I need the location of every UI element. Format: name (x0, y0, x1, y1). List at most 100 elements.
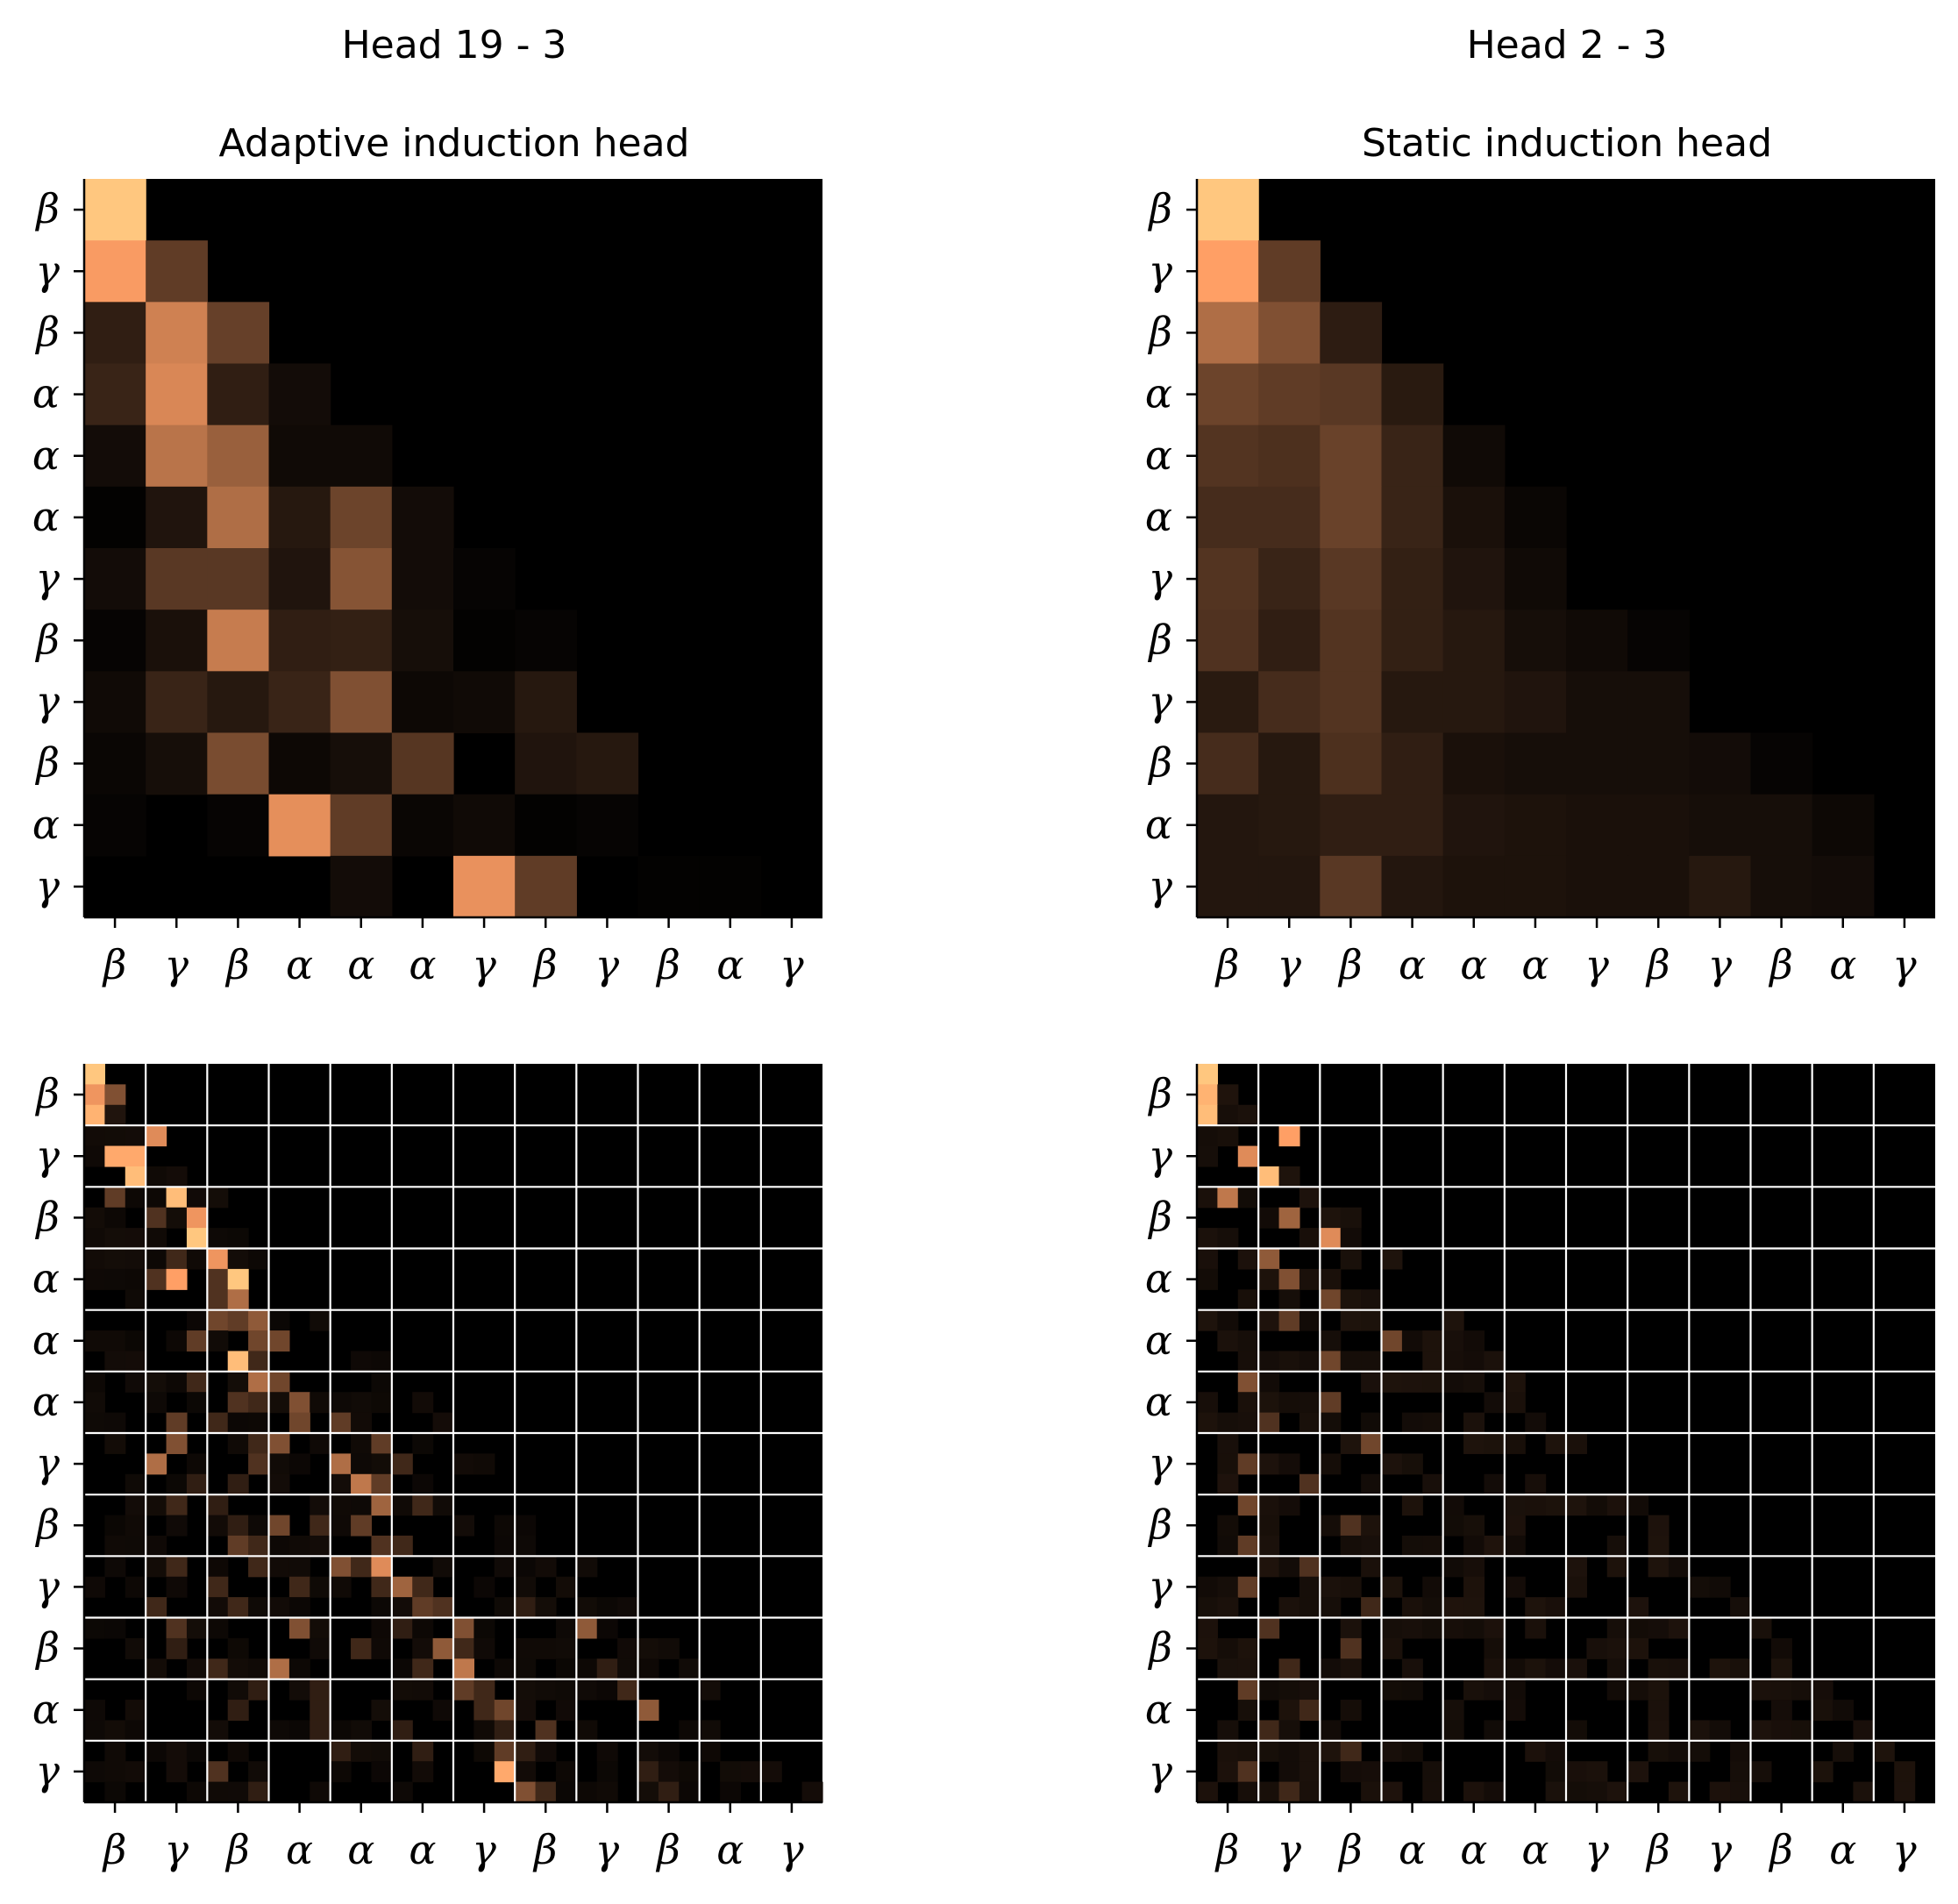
heatmap-cell (1401, 1535, 1423, 1557)
heatmap-cell (146, 1740, 167, 1762)
heatmap-cell (1442, 1309, 1464, 1331)
heatmap-cell (104, 1740, 126, 1762)
heatmap-cell (207, 548, 270, 610)
block-grid-lines (84, 1064, 822, 1802)
heatmap-cell (1197, 1125, 1218, 1147)
heatmap-cell (1361, 1781, 1383, 1803)
heatmap-cell (310, 1700, 331, 1722)
heatmap-cell (1648, 1556, 1670, 1578)
heatmap-cell (248, 1761, 270, 1783)
heatmap-cell (1566, 732, 1628, 795)
heatmap-cell (1504, 794, 1567, 857)
heatmap-cell (227, 1289, 249, 1311)
heatmap-cell (1381, 486, 1444, 549)
heatmap-cell (596, 1740, 618, 1762)
heatmap-cell (1853, 1781, 1875, 1803)
heatmap-cell (1648, 1720, 1670, 1742)
heatmap-cell (186, 1228, 208, 1250)
heatmap-cell (84, 1330, 105, 1352)
y-tick-label: γ (36, 246, 61, 294)
heatmap-cell (555, 1637, 577, 1659)
heatmap-cell (391, 1679, 413, 1701)
heatmap-cell (186, 1740, 208, 1762)
heatmap-cell (1545, 1781, 1567, 1803)
heatmap-cell (1258, 1453, 1280, 1475)
heatmap-cell (1566, 1576, 1587, 1598)
heatmap-cell (125, 1637, 146, 1659)
heatmap-cell (227, 1309, 249, 1331)
x-tick-label: γ (1584, 941, 1609, 988)
heatmap-cell (1361, 1433, 1383, 1454)
y-tick-label: β (34, 185, 60, 232)
heatmap-cell (1237, 1187, 1259, 1209)
heatmap-cell (1340, 1700, 1362, 1722)
heatmap-cell (596, 1617, 618, 1639)
heatmap-cell (1791, 1679, 1813, 1701)
x-tick-label: γ (165, 1826, 189, 1873)
heatmap-cell (637, 1658, 659, 1680)
heatmap-cell (1278, 1453, 1300, 1475)
heatmap-cell (1361, 1556, 1383, 1578)
heatmap-cell (1217, 1309, 1239, 1331)
heatmap-cell (166, 1576, 188, 1598)
heatmap-cell (84, 1104, 105, 1126)
heatmap-cell (268, 1535, 290, 1557)
heatmap-cell (1833, 1700, 1855, 1722)
heatmap-cell (146, 1453, 167, 1475)
x-tick-label: β (1214, 941, 1240, 988)
heatmap-cell (1278, 1392, 1300, 1414)
heatmap-cell (473, 1700, 495, 1722)
heatmap-cell (1381, 1330, 1403, 1352)
heatmap-cell (1258, 1412, 1280, 1434)
heatmap-cell (1627, 1637, 1649, 1659)
heatmap-cell (330, 548, 393, 610)
heatmap-cell (1770, 1658, 1792, 1680)
heatmap-cell (1709, 1720, 1731, 1742)
heatmap-cell (617, 1637, 639, 1659)
heatmap-cell (1463, 1597, 1485, 1619)
heatmap-cell (1730, 1761, 1752, 1783)
heatmap-cell (1237, 1658, 1259, 1680)
heatmap-cell (391, 732, 454, 795)
heatmap-cell (310, 1494, 331, 1516)
heatmap-cell (1442, 671, 1506, 734)
heatmap-cell (1197, 1576, 1218, 1598)
heatmap-cell (207, 732, 270, 795)
heatmap-cell (637, 855, 701, 918)
heatmap-cell (104, 1207, 126, 1229)
heatmap-cell (576, 1556, 598, 1578)
heatmap-cell (1197, 1268, 1218, 1290)
y-tick-label: β (1147, 1193, 1172, 1240)
heatmap-cell (1504, 486, 1567, 549)
heatmap-cell (1381, 424, 1444, 488)
heatmap-cell (125, 1700, 146, 1722)
heatmap-cell (1606, 1535, 1628, 1557)
heatmap-cell (1258, 610, 1321, 672)
heatmap-cell (1217, 1433, 1239, 1454)
heatmap-cell (720, 1781, 742, 1803)
heatmap-cell (576, 1781, 598, 1803)
x-tick-label: α (1460, 941, 1487, 988)
y-tick-label: α (32, 1378, 60, 1425)
heatmap-cell (146, 1125, 167, 1147)
heatmap-cell (1278, 1720, 1300, 1742)
heatmap-cell (1730, 1597, 1752, 1619)
heatmap-cell (637, 1740, 659, 1762)
heatmap-cell (658, 1740, 680, 1762)
y-tick-label: α (32, 801, 60, 848)
heatmap-cell (1648, 1679, 1670, 1701)
heatmap-cell (207, 1309, 229, 1331)
heatmap-cell (1237, 1392, 1259, 1414)
heatmap-cell (248, 1781, 270, 1803)
heatmap-cell (1381, 610, 1444, 672)
heatmap-cell (1258, 1494, 1280, 1516)
heatmap-cell (1750, 1617, 1772, 1639)
heatmap-cell (1217, 1228, 1239, 1250)
heatmap-cell (1750, 794, 1813, 857)
heatmap-cell (351, 1494, 373, 1516)
heatmap-cell (84, 1720, 105, 1742)
heatmap-cell (494, 1515, 516, 1537)
x-tick-label: β (655, 1826, 680, 1873)
heatmap-cell (1709, 1576, 1731, 1598)
